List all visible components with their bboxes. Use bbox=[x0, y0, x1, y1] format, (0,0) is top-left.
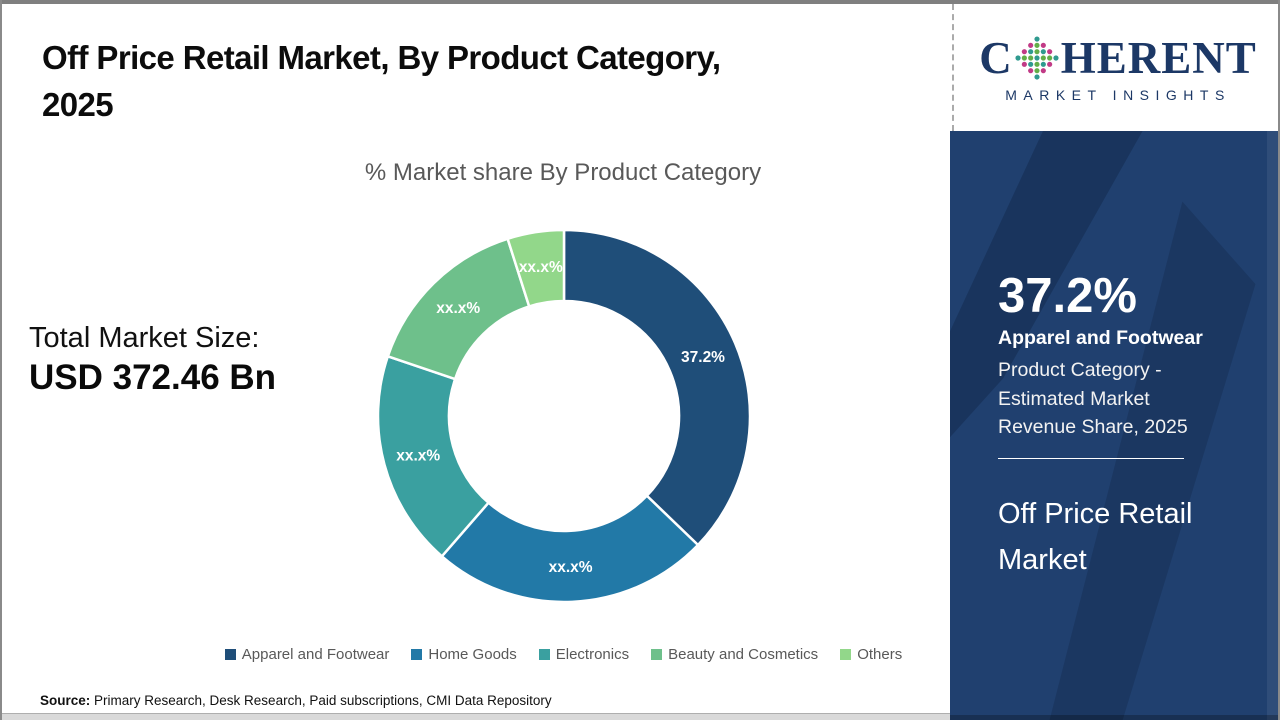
page-title: Off Price Retail Market, By Product Cate… bbox=[42, 34, 721, 128]
sidebar-panel: 37.2% Apparel and Footwear Product Categ… bbox=[950, 131, 1278, 720]
legend-swatch-icon bbox=[411, 649, 423, 660]
report-title-line1: Off Price Retail bbox=[998, 498, 1193, 530]
highlight-category: Apparel and Footwear bbox=[998, 327, 1203, 349]
logo-globe-dot bbox=[1046, 61, 1052, 67]
logo-globe-dot bbox=[1027, 42, 1033, 48]
highlight-description: Product Category - Estimated Market Reve… bbox=[998, 356, 1188, 442]
legend-swatch-icon bbox=[651, 649, 663, 660]
sidebar-right-edge-strip bbox=[1267, 131, 1278, 720]
bottom-border-strip bbox=[2, 713, 950, 720]
top-border-strip bbox=[2, 0, 1278, 4]
logo-globe-dot bbox=[1015, 55, 1021, 61]
logo-globe-dot bbox=[1053, 55, 1059, 61]
donut-slice-label-5: xx.x% bbox=[519, 259, 563, 276]
logo-word-prefix: C bbox=[979, 33, 1013, 83]
logo-globe-dot bbox=[1034, 61, 1040, 67]
logo-globe-dot bbox=[1040, 61, 1046, 67]
logo-globe-dot bbox=[1027, 55, 1033, 61]
logo-globe-dot bbox=[1046, 49, 1052, 55]
logo-globe-dot bbox=[1027, 61, 1033, 67]
donut-slice-label-4: xx.x% bbox=[436, 300, 480, 317]
donut-slice-label-2: xx.x% bbox=[549, 559, 593, 576]
logo-globe-dot bbox=[1021, 55, 1027, 61]
highlight-desc-line3: Revenue Share, 2025 bbox=[998, 416, 1188, 438]
legend-label: Home Goods bbox=[428, 646, 517, 663]
report-title: Off Price Retail Market bbox=[998, 491, 1192, 583]
total-market-size-value: USD 372.46 Bn bbox=[29, 358, 277, 397]
legend-label: Electronics bbox=[555, 646, 630, 663]
legend-item-1: Apparel and Footwear bbox=[224, 646, 390, 663]
legend-item-4: Beauty and Cosmetics bbox=[651, 646, 818, 663]
logo-globe-dot bbox=[1046, 55, 1052, 61]
donut-chart: 37.2% xx.x% xx.x% xx.x% xx.x% bbox=[376, 228, 752, 604]
legend-item-5: Others bbox=[840, 646, 902, 663]
donut-slice-1 bbox=[562, 228, 752, 547]
legend-label: Beauty and Cosmetics bbox=[668, 646, 819, 663]
logo-word-suffix: HERENT bbox=[1060, 33, 1257, 83]
legend-label: Apparel and Footwear bbox=[241, 646, 390, 663]
logo-globe-dot bbox=[1034, 36, 1040, 42]
coherent-logo: C HERENT bbox=[979, 32, 1257, 84]
sidebar-divider-line bbox=[998, 458, 1184, 459]
logo-globe-dot bbox=[1034, 42, 1040, 48]
logo-globe-icon bbox=[1015, 36, 1059, 80]
legend-label: Others bbox=[857, 646, 903, 663]
chart-legend: Apparel and Footwear Home Goods Electronic… bbox=[86, 646, 1041, 663]
donut-slice-2 bbox=[440, 494, 700, 604]
logo-subtitle: MARKET INSIGHTS bbox=[1005, 87, 1231, 103]
logo-box: C HERENT MARKET INSIGHTS bbox=[952, 4, 1278, 131]
logo-globe-dot bbox=[1034, 55, 1040, 61]
logo-globe-dot bbox=[1021, 61, 1027, 67]
page-title-line2: 2025 bbox=[42, 86, 114, 123]
legend-item-3: Electronics bbox=[538, 646, 630, 663]
logo-globe-dot bbox=[1040, 42, 1046, 48]
logo-globe-dot bbox=[1034, 68, 1040, 74]
donut-slice-label-1: 37.2% bbox=[681, 349, 725, 366]
source-label: Source: bbox=[40, 693, 91, 708]
legend-swatch-icon bbox=[840, 649, 852, 660]
page-title-line1: Off Price Retail Market, By Product Cate… bbox=[42, 39, 721, 76]
legend-swatch-icon bbox=[538, 649, 550, 660]
highlight-share-value: 37.2% bbox=[998, 269, 1137, 323]
logo-globe-dot bbox=[1034, 49, 1040, 55]
logo-globe-dot bbox=[1034, 74, 1040, 80]
legend-swatch-icon bbox=[224, 649, 236, 660]
chart-title: % Market share By Product Category bbox=[364, 159, 762, 186]
highlight-desc-line2: Estimated Market bbox=[998, 387, 1150, 410]
legend-item-2: Home Goods bbox=[411, 646, 517, 663]
logo-globe-dot bbox=[1040, 68, 1046, 74]
donut-slice-label-3: xx.x% bbox=[396, 447, 440, 464]
logo-globe-dot bbox=[1027, 49, 1033, 55]
total-market-size-label: Total Market Size: bbox=[29, 322, 260, 354]
sidebar-bottom-edge-strip bbox=[950, 715, 1278, 720]
logo-globe-dot bbox=[1021, 49, 1027, 55]
report-title-line2: Market bbox=[998, 544, 1087, 576]
highlight-desc-line1: Product Category - bbox=[998, 359, 1162, 381]
source-text: Primary Research, Desk Research, Paid su… bbox=[90, 693, 552, 708]
logo-globe-dot bbox=[1040, 49, 1046, 55]
logo-globe-dot bbox=[1040, 55, 1046, 61]
source-line: Source: Primary Research, Desk Research,… bbox=[40, 693, 552, 708]
donut-slice-5 bbox=[506, 228, 566, 308]
logo-globe-dot bbox=[1027, 68, 1033, 74]
